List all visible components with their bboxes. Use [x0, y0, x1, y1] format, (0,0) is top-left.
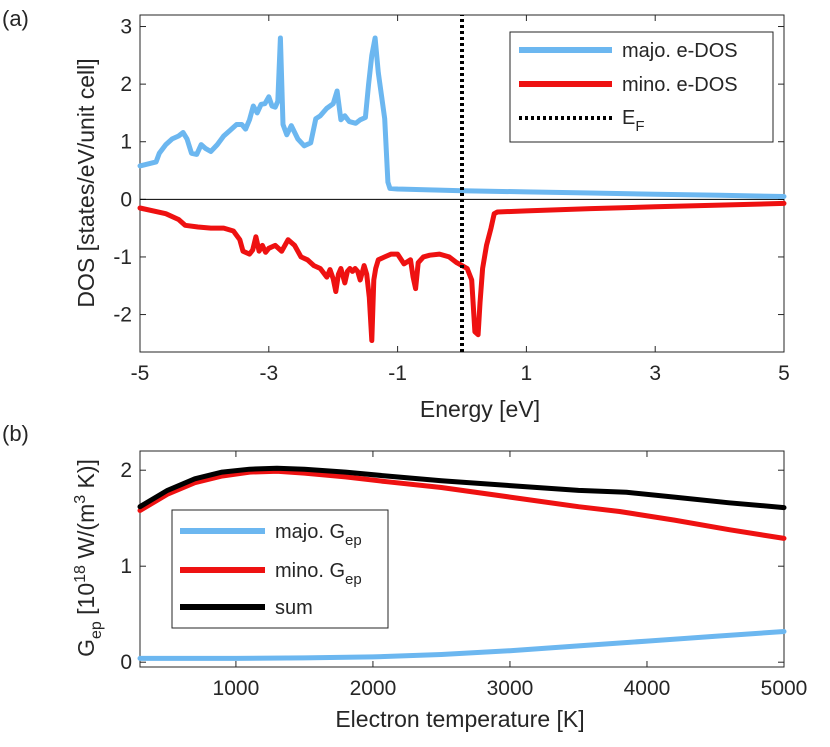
panel-a-series-majo-e-dos-line — [137, 35, 787, 199]
panel-b-xticks: 1000 2000 3000 4000 5000 — [213, 451, 808, 700]
legend-label-mino-dos: mino. e-DOS — [622, 74, 738, 96]
panel-a-ytick-label: 0 — [120, 188, 132, 211]
panel-a-ytick-label: 2 — [120, 73, 132, 96]
panel-a-ytick-label: 1 — [120, 131, 132, 154]
legend-label-fermi-main: E — [622, 107, 635, 129]
panel-a-ytick-label: -1 — [113, 246, 132, 269]
panel-b-ylabel-rest: [10 — [73, 583, 99, 621]
panel-a-legend: majo. e-DOS mino. e-DOS EF — [509, 31, 774, 143]
panel-a-ytick-label: -2 — [113, 304, 132, 327]
legend-label-fermi: EF — [622, 107, 645, 135]
panel-b-series-sum-line — [137, 465, 787, 511]
panel-a-ytick-label: 3 — [120, 16, 132, 39]
panel-b-ytick-label: 1 — [120, 555, 132, 578]
panel-b-xtick-label: 3000 — [487, 677, 534, 700]
panel-b-tag: (b) — [2, 421, 29, 446]
panel-a-xtick-label: -1 — [388, 362, 407, 385]
panel-b-xlabel: Electron temperature [K] — [335, 706, 584, 732]
panel-a-xlabel: Energy [eV] — [420, 396, 540, 422]
panel-b-ylabel-end: K)] — [73, 459, 99, 495]
panel-a-xticks: -5 -3 -1 1 3 5 — [131, 15, 790, 385]
panel-a-xtick-label: 1 — [521, 362, 533, 385]
legend-label-majo-gep: majo. Gep — [275, 521, 362, 549]
panel-b-ytick-label: 0 — [120, 651, 132, 674]
panel-b-ylabel: Gep [1018 W/(m3 K)] — [72, 459, 105, 657]
legend-label-mino-gep-sub: ep — [345, 571, 362, 588]
panel-a-xtick-label: -5 — [131, 362, 150, 385]
panel-b-ylabel-unit: W/(m — [73, 504, 99, 565]
legend-label-fermi-sub: F — [635, 118, 644, 135]
legend-label-majo-dos: majo. e-DOS — [622, 40, 738, 62]
panel-b-ylabel-exp: 18 — [72, 565, 89, 583]
panel-a-tag: (a) — [2, 6, 29, 31]
legend-label-majo-gep-sub: ep — [345, 532, 362, 549]
panel-b-yticks: 0 1 2 — [120, 459, 784, 674]
legend-label-mino-gep-main: mino. G — [275, 560, 345, 582]
legend-label-majo-gep-main: majo. G — [275, 521, 345, 543]
panel-b-ytick-label: 2 — [120, 459, 132, 482]
panel-a-series — [137, 15, 787, 352]
legend-label-sum: sum — [275, 597, 313, 619]
panel-a-ylabel: DOS [states/eV/unit cell] — [73, 58, 99, 307]
panel-b-ylabel-unit-exp: 3 — [72, 495, 89, 504]
legend-label-mino-gep: mino. Gep — [275, 560, 362, 588]
panel-a-xtick-label: 3 — [649, 362, 661, 385]
panel-b-series-mino-g-line — [137, 468, 787, 541]
panel-b-xtick-label: 5000 — [761, 677, 808, 700]
panel-a-series-mino-e-dos-line — [137, 200, 787, 343]
panel-b-ylabel-sub: ep — [88, 621, 105, 639]
panel-a-xtick-label: 5 — [778, 362, 790, 385]
panel-b-series — [137, 465, 787, 661]
panel-b-xtick-label: 4000 — [624, 677, 671, 700]
panel-b-xtick-label: 2000 — [350, 677, 397, 700]
panel-b-xtick-label: 1000 — [213, 677, 260, 700]
panel-b: (b) Electron temperature [K] Gep [1018 W… — [2, 421, 807, 732]
panel-b-legend: majo. Gep mino. Gep sum — [171, 509, 389, 629]
panel-a: (a) Energy [eV] DOS [states/eV/unit cell… — [2, 6, 790, 422]
panel-a-xtick-label: -3 — [259, 362, 278, 385]
panel-a-yticks: -2 -1 0 1 2 3 — [113, 16, 784, 327]
panel-b-ylabel-g: G — [73, 639, 99, 657]
panel-b-series-majo-g-line — [137, 629, 787, 661]
